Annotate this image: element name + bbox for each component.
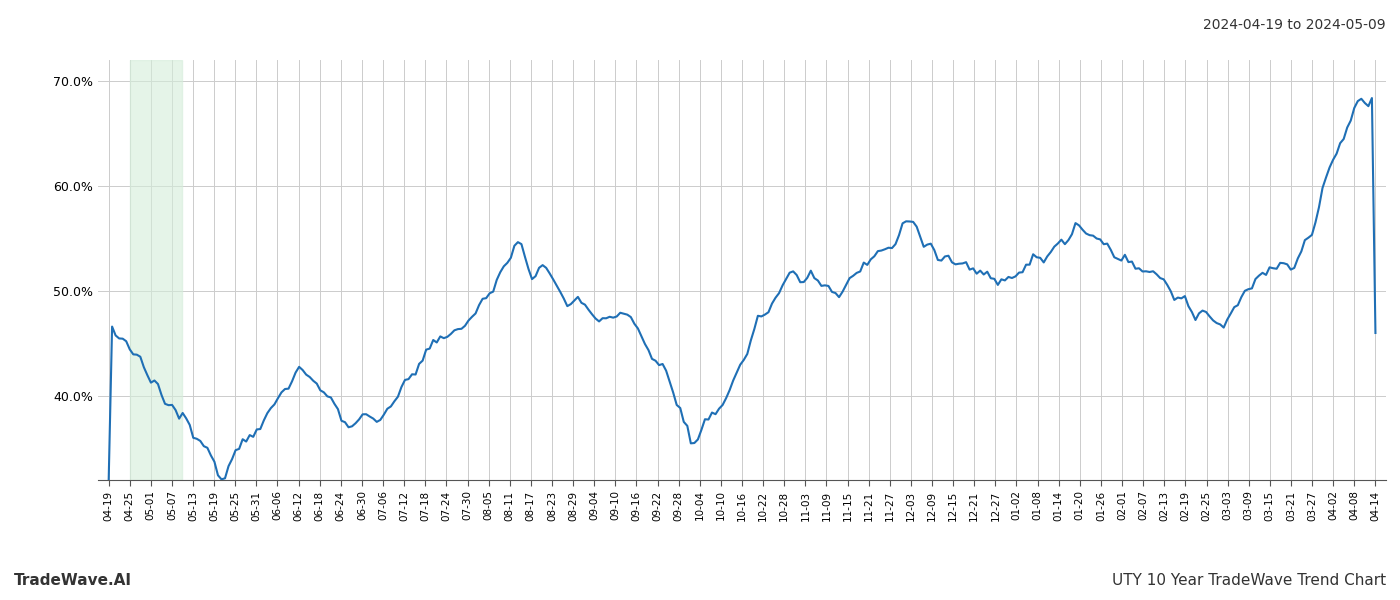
Text: UTY 10 Year TradeWave Trend Chart: UTY 10 Year TradeWave Trend Chart	[1112, 573, 1386, 588]
Text: TradeWave.AI: TradeWave.AI	[14, 573, 132, 588]
Bar	[130, 60, 182, 480]
Text: 2024-04-19 to 2024-05-09: 2024-04-19 to 2024-05-09	[1204, 18, 1386, 32]
